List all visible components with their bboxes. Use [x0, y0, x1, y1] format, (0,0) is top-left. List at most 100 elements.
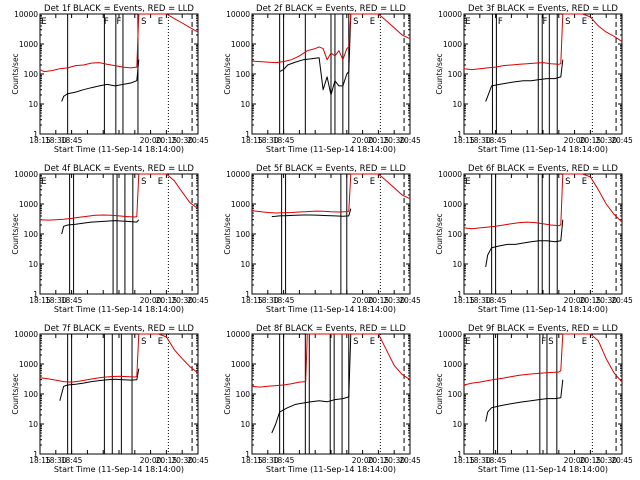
x-tick-label: 20:00	[140, 296, 162, 305]
x-tick-label: 20:00	[140, 136, 162, 145]
marker-annotation: S	[565, 17, 570, 27]
x-tick-label: 18:45	[273, 136, 295, 145]
y-tick-label: 10000	[226, 330, 250, 339]
y-tick-label: 1	[33, 450, 38, 459]
x-axis-label: Start Time (11-Sep-14 18:14:00)	[266, 305, 396, 314]
x-tick-label: 20:15	[580, 296, 602, 305]
y-tick-label: 100	[448, 390, 463, 399]
marker-annotation: E	[582, 337, 587, 347]
x-tick-label: 18:15	[29, 456, 51, 465]
marker-annotation: F	[543, 17, 548, 27]
lld-series-line	[39, 173, 199, 221]
x-axis-label: Start Time (11-Sep-14 18:14:00)	[266, 145, 396, 154]
x-tick-label: 20:45	[399, 136, 421, 145]
y-tick-label: 10000	[14, 330, 38, 339]
plot-frame	[39, 173, 199, 295]
marker-annotation: S	[141, 177, 146, 187]
y-tick-label: 10	[452, 100, 462, 109]
y-tick-label: 100	[236, 70, 251, 79]
x-tick-label: 20:30	[383, 456, 405, 465]
chart-title: Det 2f BLACK = Events, RED = LLD	[256, 4, 406, 14]
x-tick-label: 20:45	[611, 296, 633, 305]
marker-annotation: E	[370, 177, 375, 187]
lld-series-line	[463, 173, 623, 230]
chart-title: Det 4f BLACK = Events, RED = LLD	[44, 164, 194, 174]
x-tick-label: 18:15	[241, 456, 263, 465]
x-tick-label: 20:00	[352, 296, 374, 305]
x-tick-label: 20:45	[187, 296, 209, 305]
chart-panel-2: Det 2f BLACK = Events, RED = LLD 1 10 100 10…	[223, 4, 421, 154]
y-tick-label: 100	[236, 390, 251, 399]
y-tick-label: 10000	[14, 170, 38, 179]
y-tick-label: 1000	[231, 200, 250, 209]
marker-annotation: E	[465, 17, 470, 27]
y-tick-label: 1000	[231, 40, 250, 49]
x-tick-label: 18:30	[469, 296, 491, 305]
y-tick-label: 10	[452, 260, 462, 269]
y-axis-label: Counts/sec	[11, 373, 20, 414]
chart-title: Det 3f BLACK = Events, RED = LLD	[468, 4, 618, 14]
lld-series-line	[463, 13, 623, 71]
marker-annotation: E	[158, 177, 163, 187]
x-tick-label: 20:30	[171, 456, 193, 465]
lld-series-line	[39, 333, 199, 383]
lld-series-line	[251, 13, 411, 64]
x-tick-label: 20:30	[171, 136, 193, 145]
x-tick-label: 20:00	[352, 136, 374, 145]
y-tick-label: 1	[33, 130, 38, 139]
marker-annotation: S	[141, 17, 146, 27]
y-tick-label: 100	[24, 230, 39, 239]
plot-frame	[251, 333, 411, 455]
y-axis-label: Counts/sec	[435, 53, 444, 94]
marker-annotation: E	[582, 177, 587, 187]
y-tick-label: 100	[24, 70, 39, 79]
x-tick-label: 20:30	[383, 136, 405, 145]
plot-frame	[463, 13, 623, 135]
y-tick-label: 10000	[438, 330, 462, 339]
events-series-line	[485, 219, 564, 267]
events-series-line	[485, 379, 564, 422]
plot-frame	[39, 333, 199, 455]
y-tick-label: 1000	[231, 360, 250, 369]
events-series-line	[279, 13, 352, 96]
y-axis-label: Counts/sec	[11, 53, 20, 94]
marker-annotation: E	[370, 337, 375, 347]
marker-annotation: S	[353, 17, 358, 27]
x-tick-label: 18:45	[61, 456, 83, 465]
lld-series-line	[39, 13, 199, 73]
x-tick-label: 18:15	[453, 456, 475, 465]
lld-series-line	[251, 333, 411, 388]
y-axis-label: Counts/sec	[223, 373, 232, 414]
marker-annotation: F	[498, 17, 503, 27]
events-series-line	[485, 59, 564, 102]
x-tick-label: 20:45	[187, 136, 209, 145]
marker-annotation: S	[565, 177, 570, 187]
x-tick-label: 20:30	[595, 296, 617, 305]
events-series-line	[271, 333, 352, 434]
x-tick-label: 18:45	[485, 456, 507, 465]
y-tick-label: 1000	[443, 360, 462, 369]
lld-series-line	[463, 333, 623, 386]
x-tick-label: 18:45	[485, 136, 507, 145]
x-axis-label: Start Time (11-Sep-14 18:14:00)	[54, 465, 184, 474]
x-tick-label: 18:30	[45, 136, 67, 145]
chart-panel-7: Det 7f BLACK = Events, RED = LLD 1 10 100 10…	[11, 324, 209, 474]
y-tick-label: 1000	[443, 40, 462, 49]
x-tick-label: 18:30	[45, 456, 67, 465]
x-axis-label: Start Time (11-Sep-14 18:14:00)	[54, 305, 184, 314]
x-tick-label: 18:15	[241, 296, 263, 305]
x-tick-label: 20:15	[368, 136, 390, 145]
x-tick-label: 18:30	[257, 456, 279, 465]
marker-annotation: S	[353, 337, 358, 347]
chart-panel-5: Det 5f BLACK = Events, RED = LLD 1 10 100 10…	[223, 164, 421, 314]
x-tick-label: 20:45	[399, 456, 421, 465]
chart-title: Det 8f BLACK = Events, RED = LLD	[256, 324, 406, 334]
x-tick-label: 18:15	[29, 136, 51, 145]
chart-title: Det 6f BLACK = Events, RED = LLD	[468, 164, 618, 174]
events-series-line	[271, 208, 352, 218]
marker-annotation: E	[158, 17, 163, 27]
x-tick-label: 18:45	[273, 456, 295, 465]
marker-annotation: E	[465, 177, 470, 187]
y-tick-label: 10	[452, 420, 462, 429]
